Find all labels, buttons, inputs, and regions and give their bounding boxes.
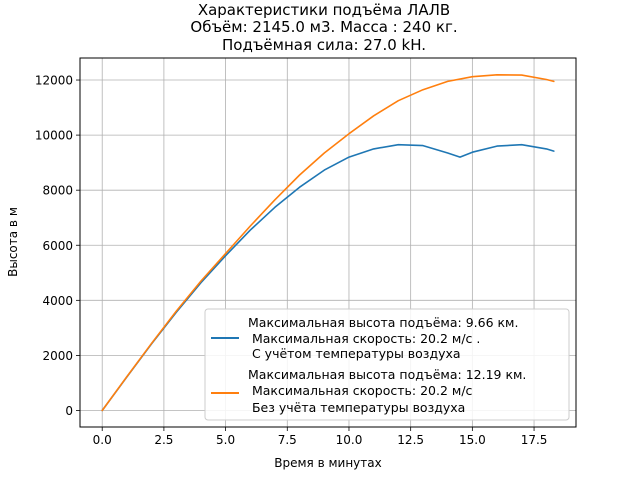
- series-line-with-temperature: [101, 143, 555, 412]
- axis-ticks: 0.0 2.5 5.0 7.5 10.0 12.5 15.0 17.5 0 2000 4000 600…: [35, 74, 548, 447]
- x-tick-label: 7.5: [278, 433, 297, 447]
- legend-entry-2-line-3: Без учёта температуры воздуха: [248, 400, 465, 415]
- legend: Максимальная высота подъёма: 9.66 км. Ма…: [204, 308, 570, 421]
- legend-entry-2-line-1: Максимальная высота подъёма: 12.19 км.: [248, 367, 526, 382]
- x-tick-label: 12.5: [397, 433, 424, 447]
- x-tick-label: 17.5: [521, 433, 548, 447]
- chart-title-line-1: Характеристики подъёма ЛАЛВ: [198, 1, 450, 19]
- legend-entry-1-line-2: Максимальная скорость: 20.2 м/с .: [248, 331, 480, 346]
- y-axis-label: Высота в м: [6, 207, 20, 277]
- x-tick-label: 0.0: [93, 433, 112, 447]
- legend-entry-2-line-2: Максимальная скорость: 20.2 м/с: [248, 383, 473, 398]
- plot-area: [79, 57, 577, 428]
- y-tick-label: 6000: [42, 239, 73, 253]
- y-tick-label: 0: [65, 404, 73, 418]
- y-tick-label: 4000: [42, 294, 73, 308]
- chart-title-line-2: Объём: 2145.0 м3. Масса : 240 кг.: [190, 18, 457, 36]
- x-axis-label: Время в минутах: [274, 456, 381, 470]
- x-tick-label: 10.0: [336, 433, 363, 447]
- x-tick-label: 15.0: [459, 433, 486, 447]
- chart-title-line-3: Подъёмная сила: 27.0 kH.: [222, 36, 426, 54]
- chart-title: Характеристики подъёма ЛАЛВ Объём: 2145.…: [190, 1, 457, 54]
- x-tick-label: 5.0: [216, 433, 235, 447]
- y-tick-label: 12000: [35, 74, 73, 88]
- x-tick-label: 2.5: [154, 433, 173, 447]
- legend-box: [204, 308, 570, 421]
- legend-entry-1-line-1: Максимальная высота подъёма: 9.66 км.: [248, 315, 518, 330]
- series-lines: [101, 74, 555, 412]
- y-tick-label: 8000: [42, 184, 73, 198]
- y-tick-label: 2000: [42, 349, 73, 363]
- grid: [80, 58, 576, 427]
- y-tick-label: 10000: [35, 129, 73, 143]
- legend-entry-1-line-3: С учётом температуры воздуха: [248, 346, 461, 361]
- series-line-without-temperature: [101, 74, 555, 412]
